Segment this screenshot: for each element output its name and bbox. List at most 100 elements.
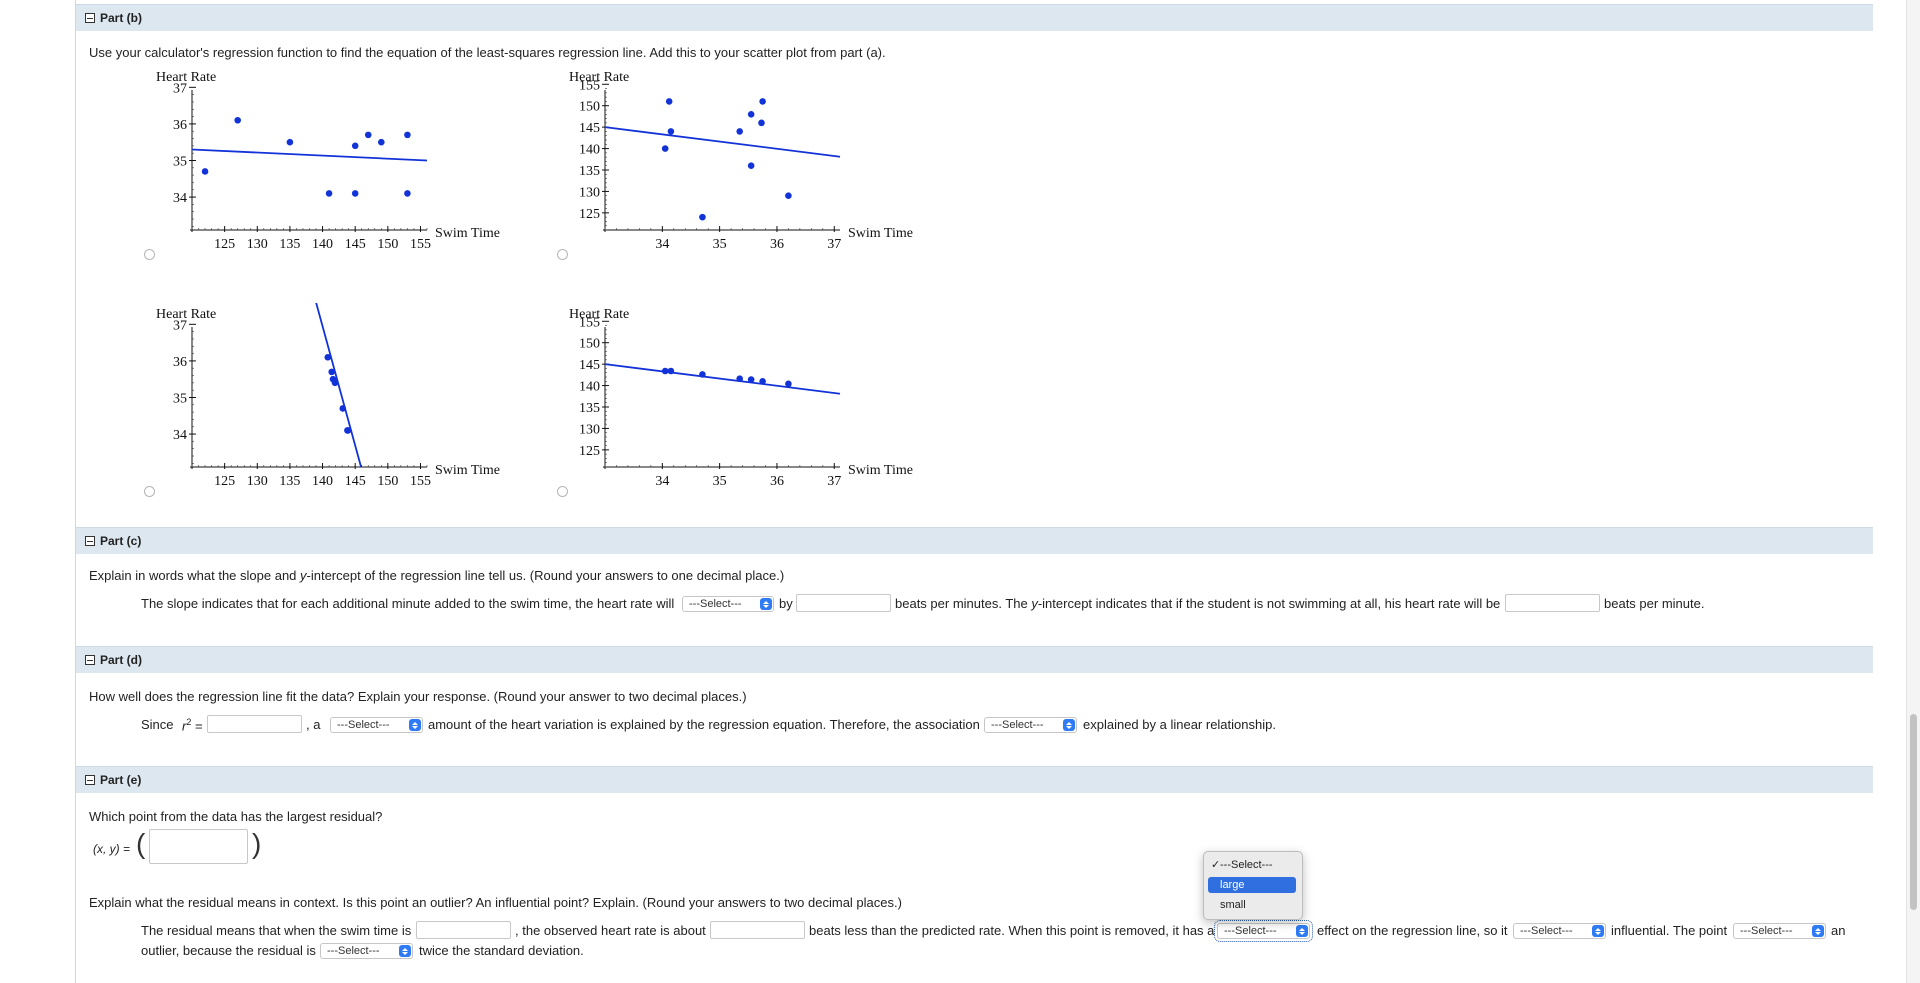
y-tick-label: 140 <box>579 143 600 158</box>
regression-line <box>191 148 428 162</box>
dropdown-option-select[interactable]: ✓ ---Select--- <box>1208 857 1296 873</box>
select-value: ---Select--- <box>1520 925 1573 937</box>
select-arrow-icon <box>760 598 772 610</box>
dropdown-option-small[interactable]: small <box>1208 897 1296 913</box>
part-d-title: Part (d) <box>100 653 142 667</box>
beats-less-input[interactable] <box>710 921 805 939</box>
dropdown-option-large[interactable]: large <box>1208 877 1296 893</box>
y-tick-label: 35 <box>173 391 187 406</box>
y-tick-label: 130 <box>579 422 600 437</box>
scatter-plot-2: Heart Rate 34 35 36 37 125 130 135 140 145 150 155 S… <box>569 70 913 252</box>
data-point <box>364 131 372 139</box>
intercept-value-input[interactable] <box>1505 594 1600 612</box>
residual-sentence-3: beats less than the predicted rate. When… <box>809 923 1215 938</box>
residual-sentence-4: effect on the regression line, so it <box>1317 923 1508 938</box>
option-4-radio[interactable] <box>557 486 568 497</box>
data-point <box>785 380 792 388</box>
data-point <box>404 131 411 139</box>
residual-sentence-5: influential. The point <box>1611 923 1728 938</box>
x-tick-label: 140 <box>312 474 333 489</box>
part-d-question: How well does the regression line fit th… <box>89 689 747 704</box>
scatter-plot-1: Heart Rate 125 130 135 140 145 150 155 34 35 36 37 S… <box>156 70 500 252</box>
outlier-select[interactable]: ---Select--- <box>1733 923 1826 939</box>
x-tick-label: 37 <box>827 474 841 489</box>
left-paren: ( <box>136 828 146 859</box>
data-point <box>758 119 765 127</box>
x-tick-label: 140 <box>312 237 333 252</box>
x-tick-label: 135 <box>279 237 300 252</box>
data-point <box>378 138 385 146</box>
y-axis-label: Heart Rate <box>156 307 216 322</box>
y-axis-label: Heart Rate <box>569 70 629 85</box>
part-b-header[interactable]: Part (b) <box>76 4 1873 31</box>
y-tick-label: 37 <box>173 81 187 96</box>
slope-sentence-2b: -intercept indicates that if the student… <box>1037 596 1501 611</box>
y-tick-label: 150 <box>579 337 600 352</box>
y-axis-label: Heart Rate <box>569 307 629 322</box>
slope-value-input[interactable] <box>796 594 891 612</box>
data-point <box>404 190 411 197</box>
part-e-header[interactable]: Part (e) <box>76 766 1873 793</box>
data-point <box>667 128 675 135</box>
x-axis-label: Swim Time <box>848 226 913 241</box>
x-tick-label: 150 <box>377 237 398 252</box>
page-scrollbar[interactable] <box>1906 0 1920 983</box>
comma-a-text: , a <box>306 717 321 732</box>
select-value: ---Select--- <box>1224 925 1277 937</box>
exponent: 2 <box>186 717 192 727</box>
part-d-header[interactable]: Part (d) <box>76 646 1873 673</box>
x-tick-label: 35 <box>713 474 727 489</box>
xy-label: (x, y) = <box>93 842 131 856</box>
residual-comparison-select[interactable]: ---Select--- <box>320 943 413 959</box>
collapse-icon[interactable] <box>85 13 95 23</box>
data-point <box>201 168 209 175</box>
data-point <box>351 190 359 197</box>
option-2-radio[interactable] <box>557 249 568 260</box>
y-tick-label: 145 <box>579 358 600 373</box>
y-tick-label: 34 <box>173 428 187 443</box>
largest-residual-point-input[interactable] <box>149 829 248 864</box>
x-tick-label: 150 <box>377 474 398 489</box>
y-tick-label: 125 <box>579 207 600 222</box>
part-c-header[interactable]: Part (c) <box>76 527 1873 554</box>
x-tick-label: 155 <box>410 474 431 489</box>
collapse-icon[interactable] <box>85 775 95 785</box>
x-tick-label: 145 <box>345 474 366 489</box>
select-value: ---Select--- <box>327 945 380 957</box>
y-variable: y <box>1031 596 1038 611</box>
y-tick-label: 35 <box>173 154 187 169</box>
intercept-unit-text: beats per minute. <box>1604 596 1705 611</box>
select-arrow-icon <box>1592 925 1604 937</box>
page-content <box>75 0 1875 983</box>
x-tick-label: 145 <box>345 237 366 252</box>
r-squared-input[interactable] <box>207 715 302 733</box>
influential-select[interactable]: ---Select--- <box>1513 923 1606 939</box>
x-tick-label: 135 <box>279 474 300 489</box>
select-value: ---Select--- <box>991 719 1044 731</box>
x-tick-label: 125 <box>214 474 235 489</box>
collapse-icon[interactable] <box>85 536 95 546</box>
part-b-title: Part (b) <box>100 11 142 25</box>
y-variable: y <box>300 568 307 583</box>
variation-amount-select[interactable]: ---Select--- <box>330 717 423 733</box>
regression-line <box>604 126 841 158</box>
scrollbar-thumb[interactable] <box>1910 714 1917 910</box>
y-tick-label: 130 <box>579 185 600 200</box>
effect-size-select[interactable]: ---Select--- <box>1214 920 1313 942</box>
select-value: ---Select--- <box>1740 925 1793 937</box>
select-value: ---Select--- <box>337 719 390 731</box>
y-tick-label: 135 <box>579 401 600 416</box>
y-tick-label: 37 <box>173 318 187 333</box>
slope-direction-select[interactable]: ---Select--- <box>682 596 774 612</box>
collapse-icon[interactable] <box>85 655 95 665</box>
x-tick-label: 155 <box>410 237 431 252</box>
select-arrow-icon <box>1063 719 1075 731</box>
residual-sentence-7: outlier, because the residual is <box>141 943 316 958</box>
select-arrow-icon <box>1812 925 1824 937</box>
slope-by-text: by <box>779 596 793 611</box>
swim-time-input[interactable] <box>416 921 511 939</box>
option-1-radio[interactable] <box>144 249 155 260</box>
option-3-radio[interactable] <box>144 486 155 497</box>
variation-sentence: amount of the heart variation is explain… <box>428 717 980 732</box>
association-select[interactable]: ---Select--- <box>984 717 1077 733</box>
